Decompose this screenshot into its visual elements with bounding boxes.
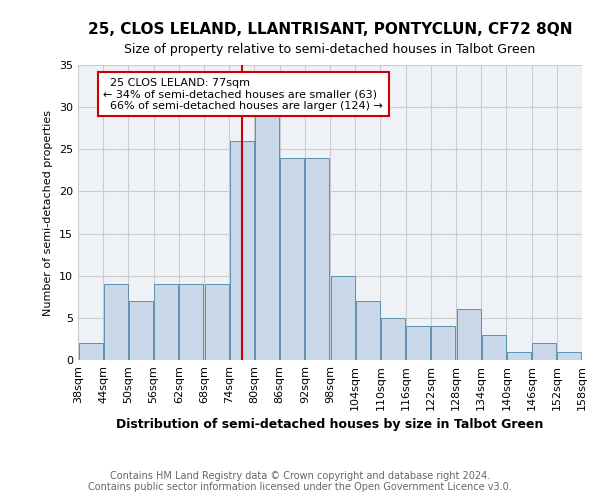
Text: Size of property relative to semi-detached houses in Talbot Green: Size of property relative to semi-detach… [124,42,536,56]
Bar [356,301,380,360]
Bar [482,334,506,360]
Text: Contains HM Land Registry data © Crown copyright and database right 2024.
Contai: Contains HM Land Registry data © Crown c… [88,471,512,492]
Bar [129,301,153,360]
Bar [431,326,455,360]
Bar [457,310,481,360]
Text: 25 CLOS LELAND: 77sqm  
← 34% of semi-detached houses are smaller (63)
  66% of : 25 CLOS LELAND: 77sqm ← 34% of semi-deta… [103,78,383,111]
Bar [154,284,178,360]
Bar [79,343,103,360]
Bar [205,284,229,360]
Bar [280,158,304,360]
Text: 25, CLOS LELAND, LLANTRISANT, PONTYCLUN, CF72 8QN: 25, CLOS LELAND, LLANTRISANT, PONTYCLUN,… [88,22,572,38]
Bar [104,284,128,360]
Bar [331,276,355,360]
Bar [507,352,531,360]
Bar [532,343,556,360]
Bar [381,318,405,360]
Bar [255,116,279,360]
Bar [230,141,254,360]
Bar [557,352,581,360]
X-axis label: Distribution of semi-detached houses by size in Talbot Green: Distribution of semi-detached houses by … [116,418,544,431]
Bar [179,284,203,360]
Y-axis label: Number of semi-detached properties: Number of semi-detached properties [43,110,53,316]
Bar [406,326,430,360]
Bar [305,158,329,360]
